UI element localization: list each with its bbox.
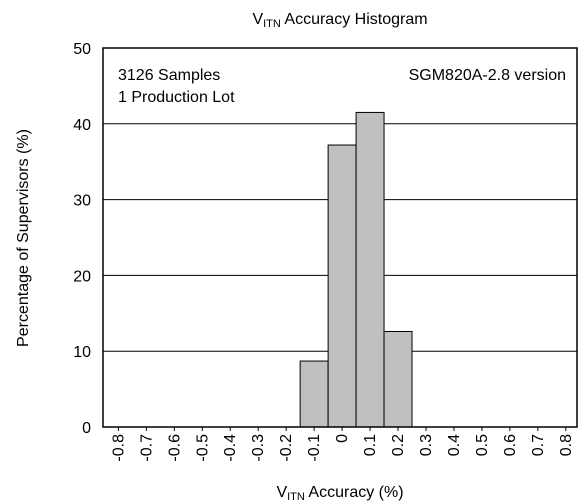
chart-title: VITN Accuracy Histogram <box>252 11 427 30</box>
x-tick-label: 0.2 <box>390 434 407 456</box>
x-tick-label: 0.1 <box>362 434 379 456</box>
y-tick-label: 30 <box>73 193 91 210</box>
x-tick-label: 0.4 <box>446 434 463 456</box>
x-axis-label: VITN Accuracy (%) <box>276 484 403 503</box>
x-tick-label: -0.2 <box>278 434 295 462</box>
bar <box>383 330 413 428</box>
title-part: Accuracy Histogram <box>281 11 428 28</box>
x-tick-label: -0.5 <box>194 434 211 462</box>
y-tick-label: 10 <box>73 344 91 361</box>
bar <box>355 111 385 428</box>
x-tick-label: 0 <box>334 434 351 443</box>
xlabel-part: Accuracy (%) <box>305 484 404 501</box>
xlabel-part: ITN <box>287 491 305 503</box>
y-axis-label: Percentage of Supervisors (%) <box>15 129 32 347</box>
x-tick-label: -0.7 <box>138 434 155 462</box>
y-tick-label: 40 <box>73 117 91 134</box>
annotation: 3126 Samples <box>118 67 220 84</box>
x-tick-label: -0.6 <box>166 434 183 462</box>
annotation: 1 Production Lot <box>118 89 235 106</box>
title-part: ITN <box>263 18 281 30</box>
y-tick-label: 20 <box>73 268 91 285</box>
x-tick-label: 0.5 <box>474 434 491 456</box>
x-tick-label: -0.8 <box>110 434 127 462</box>
xlabel-part: V <box>276 484 287 501</box>
x-tick-label: -0.1 <box>306 434 323 462</box>
bar <box>299 360 329 428</box>
x-tick-label: -0.4 <box>222 434 239 462</box>
x-tick-label: 0.3 <box>418 434 435 456</box>
x-tick-label: 0.6 <box>502 434 519 456</box>
x-tick-label: 0.8 <box>558 434 575 456</box>
y-tick-label: 0 <box>82 420 91 437</box>
x-tick-label: -0.3 <box>250 434 267 462</box>
title-part: V <box>252 11 263 28</box>
bar <box>327 144 357 428</box>
x-tick-label: 0.7 <box>530 434 547 456</box>
plot-frame <box>102 47 578 428</box>
annotation: SGM820A-2.8 version <box>409 67 566 84</box>
y-tick-label: 50 <box>73 41 91 58</box>
